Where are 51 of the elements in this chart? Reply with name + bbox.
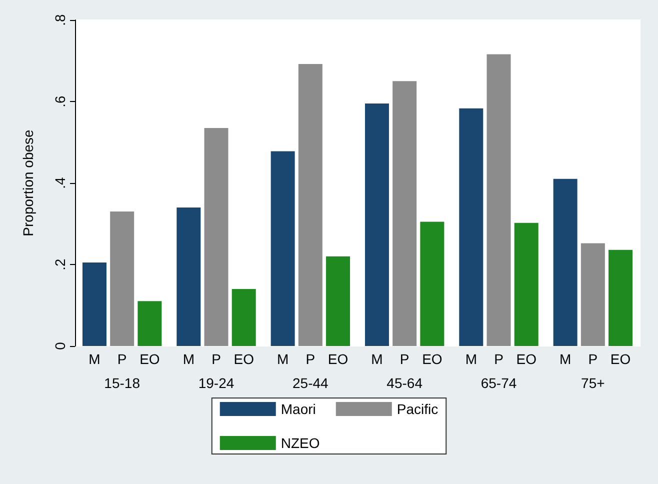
y-tick-label: .2 bbox=[52, 258, 68, 270]
text: P bbox=[212, 351, 221, 367]
bar bbox=[232, 288, 256, 346]
x-tick-label: 65-74 bbox=[480, 375, 517, 391]
bar bbox=[608, 250, 633, 346]
text: P bbox=[588, 351, 598, 367]
text: M bbox=[371, 351, 383, 367]
text: M bbox=[559, 351, 572, 367]
text: P bbox=[306, 351, 316, 367]
x-tick-label: 75+ bbox=[581, 375, 605, 391]
text: P bbox=[117, 351, 127, 367]
y-tick-label: .4 bbox=[52, 176, 68, 189]
bar bbox=[580, 243, 605, 346]
bar bbox=[364, 104, 389, 346]
text: M bbox=[276, 351, 289, 367]
text: EO bbox=[328, 351, 348, 367]
bar bbox=[420, 222, 444, 346]
x-tick-label: 25-44 bbox=[292, 375, 329, 391]
bar bbox=[110, 212, 134, 346]
text: EO bbox=[516, 351, 537, 367]
legend-label: NZEO bbox=[280, 435, 320, 451]
x-tick-label: 45-64 bbox=[386, 375, 423, 391]
bar bbox=[392, 81, 417, 346]
bar bbox=[326, 256, 350, 346]
y-tick-label: 0 bbox=[52, 342, 68, 350]
y-tick-label: .8 bbox=[52, 14, 68, 26]
bar bbox=[176, 207, 201, 346]
x-tick-label: 19-24 bbox=[198, 375, 234, 391]
text: EO bbox=[422, 351, 442, 367]
text: P bbox=[494, 351, 504, 367]
legend-label: Pacific bbox=[396, 401, 438, 417]
bar bbox=[298, 64, 322, 346]
text: M bbox=[88, 351, 100, 367]
bar bbox=[486, 54, 511, 346]
y-axis-title: Proportion obese bbox=[20, 129, 36, 236]
text: P bbox=[400, 351, 410, 367]
bar bbox=[138, 301, 162, 346]
text: M bbox=[182, 351, 194, 367]
bar bbox=[459, 108, 484, 346]
text: EO bbox=[610, 351, 631, 367]
bar bbox=[204, 128, 228, 346]
bar bbox=[553, 178, 578, 346]
bar bbox=[270, 151, 295, 346]
legend-label: Maori bbox=[280, 401, 316, 417]
x-tick-label: 15-18 bbox=[104, 375, 140, 391]
bar bbox=[82, 262, 106, 346]
text: EO bbox=[234, 351, 254, 367]
bar bbox=[514, 222, 538, 346]
y-tick-label: .6 bbox=[52, 95, 68, 108]
text: EO bbox=[140, 351, 160, 367]
text: M bbox=[465, 351, 477, 367]
